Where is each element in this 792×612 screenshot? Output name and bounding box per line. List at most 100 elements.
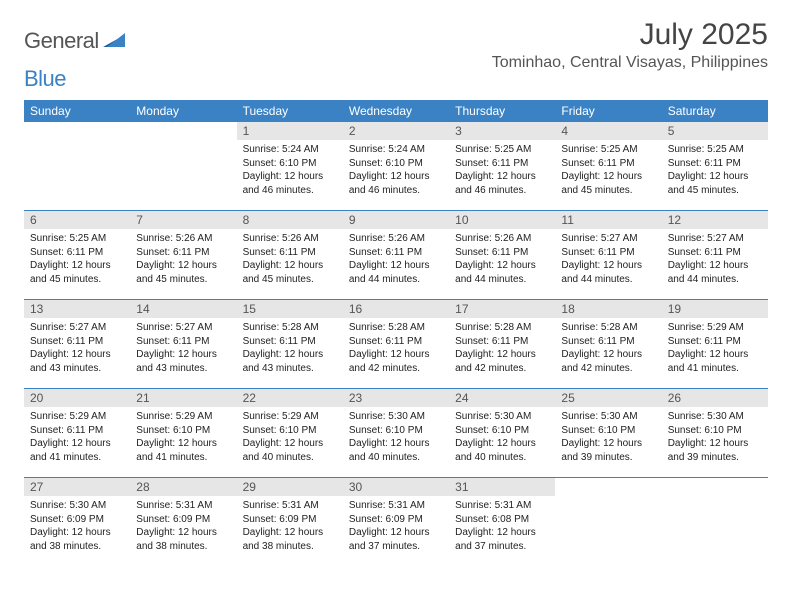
weeks-container: ....1Sunrise: 5:24 AMSunset: 6:10 PMDayl… bbox=[24, 122, 768, 566]
sunset-text: Sunset: 6:11 PM bbox=[349, 246, 443, 260]
day-header: Wednesday bbox=[343, 100, 449, 122]
sunset-text: Sunset: 6:10 PM bbox=[136, 424, 230, 438]
sunset-text: Sunset: 6:10 PM bbox=[668, 424, 762, 438]
day-body: Sunrise: 5:26 AMSunset: 6:11 PMDaylight:… bbox=[130, 229, 236, 292]
day-cell: 27Sunrise: 5:30 AMSunset: 6:09 PMDayligh… bbox=[24, 478, 130, 566]
day-body: Sunrise: 5:29 AMSunset: 6:11 PMDaylight:… bbox=[24, 407, 130, 470]
day-cell: 14Sunrise: 5:27 AMSunset: 6:11 PMDayligh… bbox=[130, 300, 236, 388]
sunset-text: Sunset: 6:11 PM bbox=[455, 335, 549, 349]
day-number: 19 bbox=[662, 300, 768, 318]
day-cell: 3Sunrise: 5:25 AMSunset: 6:11 PMDaylight… bbox=[449, 122, 555, 210]
day-number: 7 bbox=[130, 211, 236, 229]
day-body: Sunrise: 5:28 AMSunset: 6:11 PMDaylight:… bbox=[449, 318, 555, 381]
daylight-text: Daylight: 12 hours and 46 minutes. bbox=[243, 170, 337, 197]
day-cell: 8Sunrise: 5:26 AMSunset: 6:11 PMDaylight… bbox=[237, 211, 343, 299]
week-row: 20Sunrise: 5:29 AMSunset: 6:11 PMDayligh… bbox=[24, 388, 768, 477]
daylight-text: Daylight: 12 hours and 43 minutes. bbox=[243, 348, 337, 375]
sunset-text: Sunset: 6:08 PM bbox=[455, 513, 549, 527]
logo: General bbox=[24, 18, 127, 54]
day-cell: 1Sunrise: 5:24 AMSunset: 6:10 PMDaylight… bbox=[237, 122, 343, 210]
sunrise-text: Sunrise: 5:30 AM bbox=[30, 499, 124, 513]
sunset-text: Sunset: 6:11 PM bbox=[136, 335, 230, 349]
sunset-text: Sunset: 6:10 PM bbox=[349, 157, 443, 171]
day-number: 21 bbox=[130, 389, 236, 407]
sunset-text: Sunset: 6:10 PM bbox=[561, 424, 655, 438]
daylight-text: Daylight: 12 hours and 39 minutes. bbox=[561, 437, 655, 464]
day-header: Monday bbox=[130, 100, 236, 122]
day-body: Sunrise: 5:27 AMSunset: 6:11 PMDaylight:… bbox=[24, 318, 130, 381]
daylight-text: Daylight: 12 hours and 46 minutes. bbox=[349, 170, 443, 197]
sunrise-text: Sunrise: 5:25 AM bbox=[455, 143, 549, 157]
sunset-text: Sunset: 6:09 PM bbox=[349, 513, 443, 527]
sunrise-text: Sunrise: 5:29 AM bbox=[136, 410, 230, 424]
sunset-text: Sunset: 6:11 PM bbox=[561, 335, 655, 349]
day-cell: 22Sunrise: 5:29 AMSunset: 6:10 PMDayligh… bbox=[237, 389, 343, 477]
day-cell: 21Sunrise: 5:29 AMSunset: 6:10 PMDayligh… bbox=[130, 389, 236, 477]
calendar-page: General July 2025 Tominhao, Central Visa… bbox=[0, 0, 792, 566]
sunset-text: Sunset: 6:09 PM bbox=[30, 513, 124, 527]
sunset-text: Sunset: 6:10 PM bbox=[455, 424, 549, 438]
day-cell: 11Sunrise: 5:27 AMSunset: 6:11 PMDayligh… bbox=[555, 211, 661, 299]
day-cell: 15Sunrise: 5:28 AMSunset: 6:11 PMDayligh… bbox=[237, 300, 343, 388]
day-cell: 18Sunrise: 5:28 AMSunset: 6:11 PMDayligh… bbox=[555, 300, 661, 388]
day-number: 26 bbox=[662, 389, 768, 407]
day-number: 13 bbox=[24, 300, 130, 318]
day-number: 1 bbox=[237, 122, 343, 140]
sunset-text: Sunset: 6:11 PM bbox=[30, 246, 124, 260]
sunset-text: Sunset: 6:11 PM bbox=[455, 246, 549, 260]
day-number: 16 bbox=[343, 300, 449, 318]
sunset-text: Sunset: 6:11 PM bbox=[30, 335, 124, 349]
daylight-text: Daylight: 12 hours and 42 minutes. bbox=[455, 348, 549, 375]
day-cell: 12Sunrise: 5:27 AMSunset: 6:11 PMDayligh… bbox=[662, 211, 768, 299]
day-body: Sunrise: 5:31 AMSunset: 6:09 PMDaylight:… bbox=[343, 496, 449, 559]
day-number: 15 bbox=[237, 300, 343, 318]
logo-mark-icon bbox=[103, 31, 125, 52]
day-cell: 24Sunrise: 5:30 AMSunset: 6:10 PMDayligh… bbox=[449, 389, 555, 477]
day-number: 3 bbox=[449, 122, 555, 140]
day-cell: 13Sunrise: 5:27 AMSunset: 6:11 PMDayligh… bbox=[24, 300, 130, 388]
day-body: Sunrise: 5:26 AMSunset: 6:11 PMDaylight:… bbox=[237, 229, 343, 292]
daylight-text: Daylight: 12 hours and 38 minutes. bbox=[136, 526, 230, 553]
day-header-row: Sunday Monday Tuesday Wednesday Thursday… bbox=[24, 100, 768, 122]
sunset-text: Sunset: 6:11 PM bbox=[668, 335, 762, 349]
sunrise-text: Sunrise: 5:29 AM bbox=[668, 321, 762, 335]
daylight-text: Daylight: 12 hours and 44 minutes. bbox=[668, 259, 762, 286]
sunset-text: Sunset: 6:09 PM bbox=[136, 513, 230, 527]
sunrise-text: Sunrise: 5:30 AM bbox=[561, 410, 655, 424]
day-body: Sunrise: 5:30 AMSunset: 6:10 PMDaylight:… bbox=[555, 407, 661, 470]
day-cell: 26Sunrise: 5:30 AMSunset: 6:10 PMDayligh… bbox=[662, 389, 768, 477]
day-body: Sunrise: 5:28 AMSunset: 6:11 PMDaylight:… bbox=[343, 318, 449, 381]
daylight-text: Daylight: 12 hours and 44 minutes. bbox=[349, 259, 443, 286]
sunset-text: Sunset: 6:11 PM bbox=[136, 246, 230, 260]
daylight-text: Daylight: 12 hours and 38 minutes. bbox=[30, 526, 124, 553]
week-row: 6Sunrise: 5:25 AMSunset: 6:11 PMDaylight… bbox=[24, 210, 768, 299]
day-body: Sunrise: 5:25 AMSunset: 6:11 PMDaylight:… bbox=[449, 140, 555, 203]
day-number: 4 bbox=[555, 122, 661, 140]
sunrise-text: Sunrise: 5:26 AM bbox=[455, 232, 549, 246]
sunrise-text: Sunrise: 5:30 AM bbox=[668, 410, 762, 424]
month-title: July 2025 bbox=[492, 18, 768, 52]
daylight-text: Daylight: 12 hours and 40 minutes. bbox=[455, 437, 549, 464]
title-block: July 2025 Tominhao, Central Visayas, Phi… bbox=[492, 18, 768, 72]
sunrise-text: Sunrise: 5:28 AM bbox=[243, 321, 337, 335]
sunrise-text: Sunrise: 5:25 AM bbox=[561, 143, 655, 157]
day-body: Sunrise: 5:28 AMSunset: 6:11 PMDaylight:… bbox=[237, 318, 343, 381]
sunset-text: Sunset: 6:11 PM bbox=[561, 157, 655, 171]
day-cell: 6Sunrise: 5:25 AMSunset: 6:11 PMDaylight… bbox=[24, 211, 130, 299]
sunset-text: Sunset: 6:11 PM bbox=[668, 157, 762, 171]
day-number: 2 bbox=[343, 122, 449, 140]
day-body: Sunrise: 5:24 AMSunset: 6:10 PMDaylight:… bbox=[237, 140, 343, 203]
sunrise-text: Sunrise: 5:25 AM bbox=[30, 232, 124, 246]
day-body: Sunrise: 5:25 AMSunset: 6:11 PMDaylight:… bbox=[662, 140, 768, 203]
day-cell: 31Sunrise: 5:31 AMSunset: 6:08 PMDayligh… bbox=[449, 478, 555, 566]
day-cell: .. bbox=[24, 122, 130, 210]
sunset-text: Sunset: 6:11 PM bbox=[243, 246, 337, 260]
day-body: Sunrise: 5:27 AMSunset: 6:11 PMDaylight:… bbox=[555, 229, 661, 292]
daylight-text: Daylight: 12 hours and 41 minutes. bbox=[30, 437, 124, 464]
daylight-text: Daylight: 12 hours and 43 minutes. bbox=[30, 348, 124, 375]
day-cell: 9Sunrise: 5:26 AMSunset: 6:11 PMDaylight… bbox=[343, 211, 449, 299]
daylight-text: Daylight: 12 hours and 45 minutes. bbox=[561, 170, 655, 197]
sunrise-text: Sunrise: 5:27 AM bbox=[561, 232, 655, 246]
day-cell: 30Sunrise: 5:31 AMSunset: 6:09 PMDayligh… bbox=[343, 478, 449, 566]
daylight-text: Daylight: 12 hours and 45 minutes. bbox=[136, 259, 230, 286]
